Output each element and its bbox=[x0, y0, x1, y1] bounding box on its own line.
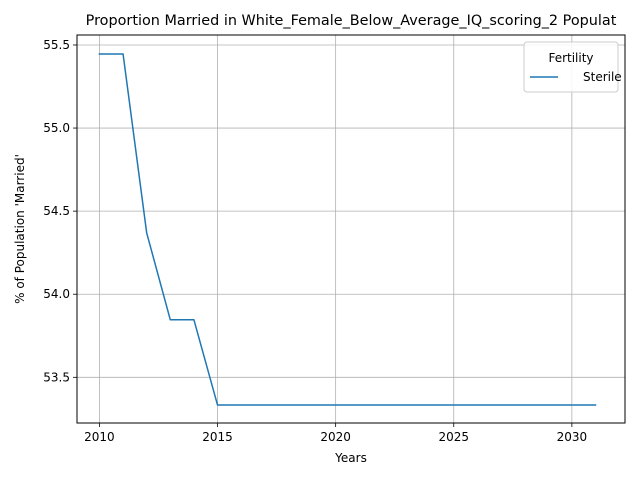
x-tick-label: 2015 bbox=[202, 430, 233, 444]
x-tick-label: 2030 bbox=[557, 430, 588, 444]
y-tick-label: 55.0 bbox=[43, 121, 70, 135]
y-tick-label: 54.0 bbox=[43, 287, 70, 301]
legend-label-sterile: Sterile bbox=[583, 70, 622, 84]
x-axis-ticks: 2010 2015 2020 2025 2030 bbox=[84, 423, 587, 444]
x-tick-label: 2010 bbox=[84, 430, 115, 444]
series-layer bbox=[98, 53, 597, 406]
series-line-sterile bbox=[98, 53, 597, 406]
legend-box bbox=[523, 41, 619, 93]
x-axis-label: Years bbox=[334, 451, 367, 465]
legend: Fertility Sterile bbox=[523, 41, 622, 93]
grid-lines bbox=[77, 35, 625, 423]
x-tick-label: 2020 bbox=[320, 430, 351, 444]
y-tick-label: 53.5 bbox=[43, 370, 70, 384]
x-tick-label: 2025 bbox=[438, 430, 469, 444]
y-axis-ticks: 53.5 54.0 54.5 55.0 55.5 bbox=[43, 38, 77, 384]
y-tick-label: 55.5 bbox=[43, 38, 70, 52]
y-tick-label: 54.5 bbox=[43, 204, 70, 218]
y-axis-label: % of Population 'Married' bbox=[13, 154, 27, 304]
legend-title: Fertility bbox=[548, 51, 593, 65]
chart-title: Proportion Married in White_Female_Below… bbox=[86, 13, 617, 29]
plot-frame bbox=[76, 34, 626, 424]
